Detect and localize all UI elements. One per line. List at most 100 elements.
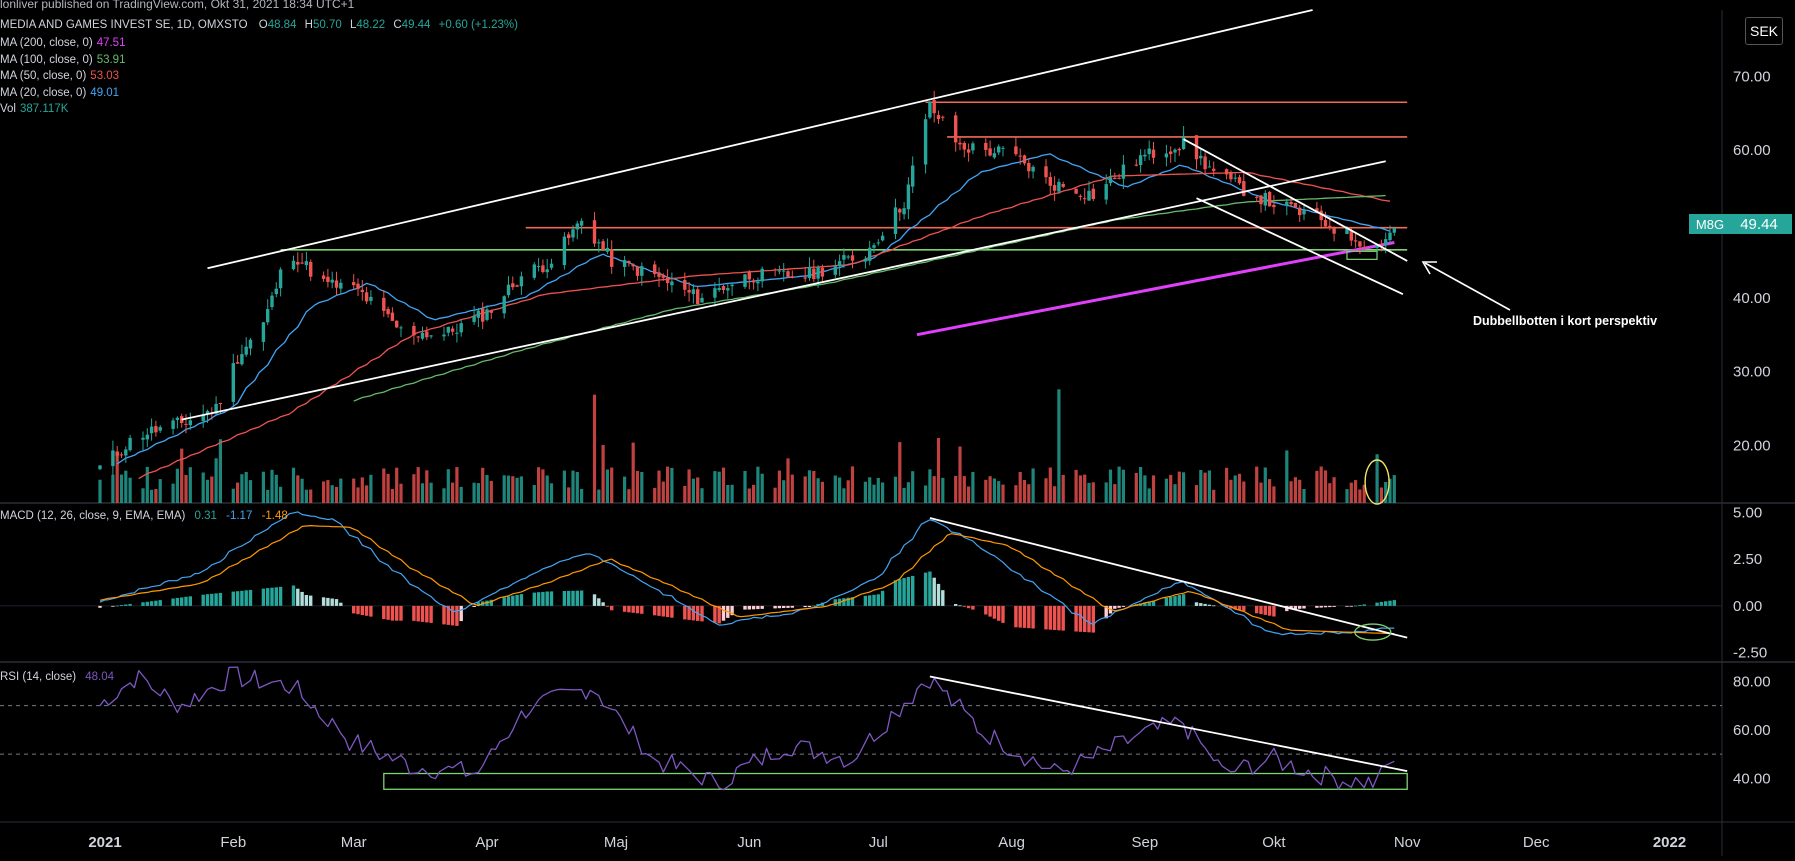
volume-bar: [1194, 485, 1199, 503]
volume-bar: [958, 446, 962, 503]
macd-histogram-bar: [954, 604, 958, 606]
candle-body: [1375, 244, 1379, 248]
candle-body: [640, 266, 644, 276]
candle-body: [661, 274, 665, 278]
macd-histogram-bar: [635, 605, 640, 614]
candle-body: [670, 281, 674, 286]
candle-body: [1323, 220, 1328, 227]
volume-bar: [1328, 483, 1332, 503]
candle-body: [760, 268, 764, 282]
macd-histogram-bar: [773, 605, 777, 609]
candle-body: [395, 320, 399, 328]
trend-line: [1196, 197, 1404, 295]
currency-button[interactable]: SEK: [1745, 17, 1783, 45]
volume-bar: [623, 476, 627, 503]
volume-bar: [962, 476, 966, 503]
candle-body: [1044, 166, 1048, 178]
macd-histogram-bar: [670, 605, 674, 618]
candle-body: [700, 297, 704, 303]
macd-histogram-bar: [1083, 605, 1087, 632]
macd-histogram-bar: [747, 605, 751, 610]
volume-bar: [128, 477, 132, 503]
candle-body: [992, 153, 997, 158]
candle-body: [386, 309, 390, 315]
macd-histogram-bar: [364, 605, 369, 616]
macd-histogram-bar: [941, 590, 945, 606]
volume-bar: [339, 478, 343, 503]
volume-bar: [954, 475, 958, 503]
macd-histogram-bar: [1207, 604, 1212, 606]
candle-body: [782, 270, 786, 272]
rsi-value: 48.04: [85, 671, 115, 683]
macd-histogram-bar: [1315, 605, 1319, 608]
macd-histogram-bar: [1328, 605, 1332, 608]
volume-bar: [1018, 472, 1022, 503]
macd-histogram-bar: [218, 592, 223, 606]
candle-body: [511, 283, 515, 288]
candle-body: [541, 265, 545, 272]
volume-bar: [717, 471, 721, 503]
volume-bar: [141, 488, 145, 503]
candle-body: [1349, 230, 1353, 241]
candle-body: [610, 249, 614, 267]
volume-bar: [640, 472, 644, 503]
candle-body: [622, 260, 627, 267]
macd-histogram-bar: [893, 580, 898, 606]
macd-histogram-bar: [1298, 605, 1302, 609]
high-label: H: [304, 19, 313, 31]
indicator-label: MA (20, close, 0): [0, 86, 87, 99]
macd-histogram-bar: [1121, 605, 1126, 607]
volume-bar: [1375, 454, 1379, 504]
macd-histogram-bar: [1117, 605, 1121, 608]
volume-bar: [532, 485, 536, 503]
volume-bar: [360, 477, 364, 503]
macd-histogram-bar: [171, 598, 175, 606]
volume-bar: [1147, 488, 1151, 503]
macd-histogram-bar: [1362, 604, 1366, 606]
macd-histogram-bar: [1332, 605, 1336, 607]
macd-axis-label: -2.50: [1733, 645, 1767, 662]
volume-bar: [1087, 482, 1091, 503]
volume-bar: [1164, 478, 1168, 503]
volume-bar: [756, 466, 760, 503]
volume-bar: [687, 469, 691, 503]
macd-histogram-bar: [1212, 605, 1216, 607]
candle-body: [756, 281, 760, 284]
change-value: +0.60 (+1.23%): [438, 19, 518, 31]
candle-body: [472, 316, 476, 322]
volume-bar: [610, 467, 614, 503]
candle-body: [1104, 184, 1108, 200]
volume-bar: [812, 471, 816, 503]
volume-bar: [988, 476, 992, 503]
volume-bar: [906, 482, 910, 503]
volume-bar: [1263, 467, 1267, 503]
volume-bar: [429, 482, 433, 503]
macd-axis-label: 5.00: [1733, 504, 1762, 521]
macd-histogram-bar: [124, 604, 128, 606]
volume-bar: [150, 489, 154, 503]
candle-body: [1027, 163, 1031, 172]
candle-body: [321, 275, 326, 279]
volume-bar: [476, 483, 480, 503]
candle-body: [124, 449, 128, 456]
macd-histogram-bar: [326, 597, 330, 606]
time-axis-label: 2021: [88, 834, 121, 851]
candle-body: [941, 116, 945, 118]
volume-bar: [932, 476, 936, 503]
macd-histogram-bar: [984, 605, 988, 615]
rsi-legend: RSI (14, close) 48.04: [0, 671, 114, 683]
macd-histogram-bar: [1061, 605, 1065, 631]
candle-body: [1014, 146, 1018, 155]
last-price-tag: 49.44: [1726, 214, 1792, 234]
candle-body: [906, 184, 911, 210]
macd-histogram-bar: [115, 605, 119, 607]
candle-body: [1108, 177, 1113, 184]
volume-bar: [1053, 486, 1057, 503]
volume-bar: [1001, 484, 1005, 503]
candle-body: [334, 280, 339, 288]
volume-bar: [696, 477, 700, 503]
volume-bar: [1199, 470, 1203, 503]
volume-bar: [549, 483, 554, 503]
